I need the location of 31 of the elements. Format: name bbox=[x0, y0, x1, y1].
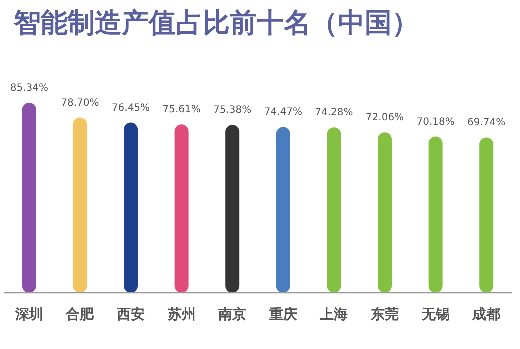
bar bbox=[480, 138, 494, 293]
data-label: 75.38% bbox=[214, 105, 252, 116]
bar bbox=[226, 125, 240, 293]
data-label: 72.06% bbox=[366, 112, 404, 124]
data-label: 70.18% bbox=[416, 116, 455, 128]
x-tick-label: 深圳 bbox=[14, 307, 44, 323]
bar bbox=[22, 103, 36, 293]
bar bbox=[174, 124, 189, 293]
bar bbox=[276, 127, 290, 293]
data-label: 75.61% bbox=[162, 104, 201, 116]
x-tick-label: 上海 bbox=[319, 307, 348, 323]
x-tick-label: 西安 bbox=[116, 306, 145, 323]
x-tick-label: 苏州 bbox=[166, 307, 196, 323]
data-label: 76.45% bbox=[112, 102, 150, 114]
data-label: 74.28% bbox=[315, 108, 354, 119]
x-tick-label: 南京 bbox=[218, 306, 247, 323]
x-tick-label: 东莞 bbox=[370, 306, 399, 323]
data-label: 69.74% bbox=[468, 118, 506, 129]
bar bbox=[428, 136, 443, 293]
x-tick-label: 合肥 bbox=[65, 307, 96, 323]
data-label: 74.47% bbox=[264, 107, 302, 118]
bar bbox=[73, 118, 88, 293]
data-label: 78.70% bbox=[61, 98, 100, 109]
bar bbox=[124, 122, 138, 293]
chart-title: 智能制造产值占比前十名（中国） bbox=[13, 8, 419, 39]
x-tick-label: 成都 bbox=[472, 307, 501, 323]
bar bbox=[378, 132, 392, 293]
x-tick-label: 重庆 bbox=[268, 306, 298, 323]
bar bbox=[327, 128, 342, 293]
x-tick-label: 无锡 bbox=[420, 307, 450, 323]
data-label: 85.34% bbox=[10, 83, 48, 94]
